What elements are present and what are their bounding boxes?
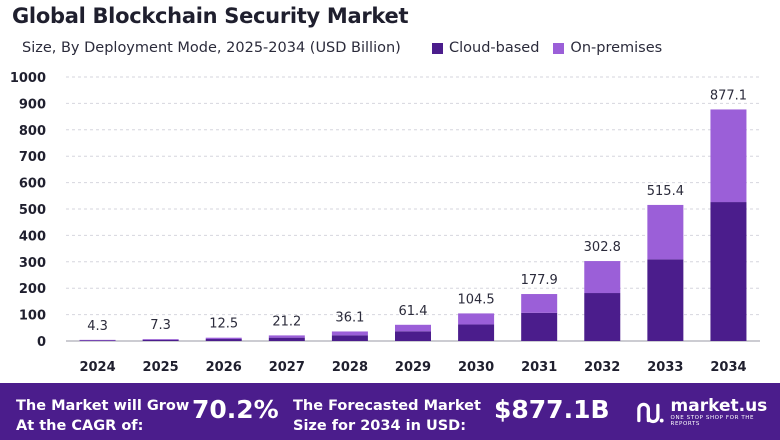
- bar-onprem-2031: [521, 294, 558, 313]
- legend-swatch-onprem: [553, 42, 565, 54]
- data-label-2028: 36.1: [335, 310, 364, 325]
- x-tick-label-2029: 2029: [395, 360, 431, 375]
- bar-cloud-2028: [331, 335, 368, 341]
- legend-label-cloud: Cloud-based: [449, 40, 540, 56]
- footer-banner: The Market will Grow At the CAGR of: 70.…: [0, 383, 780, 440]
- data-label-2025: 7.3: [150, 318, 171, 333]
- bar-cloud-2026: [205, 339, 242, 341]
- bar-onprem-2027: [268, 335, 305, 338]
- bar-onprem-2033: [647, 204, 684, 260]
- x-tick-label-2028: 2028: [332, 360, 368, 375]
- bar-cloud-2034: [710, 202, 747, 341]
- forecast-label: The Forecasted Market Size for 2034 in U…: [293, 396, 481, 436]
- x-tick-label-2024: 2024: [79, 360, 115, 375]
- bar-cloud-2030: [458, 324, 495, 341]
- y-tick-label-800: 800: [19, 124, 46, 139]
- x-tick-label-2025: 2025: [143, 360, 179, 375]
- legend-item-onprem: On-premises: [553, 40, 662, 56]
- cagr-label-line1: The Market will Grow: [16, 398, 190, 414]
- data-label-2024: 4.3: [87, 319, 108, 334]
- legend-item-cloud: Cloud-based: [432, 40, 539, 56]
- bar-cloud-2031: [521, 312, 558, 341]
- chart-subtitle: Size, By Deployment Mode, 2025-2034 (USD…: [22, 40, 401, 56]
- bar-onprem-2029: [395, 324, 431, 332]
- bar-onprem-2032: [584, 261, 621, 294]
- y-tick-label-300: 300: [19, 256, 46, 271]
- y-tick-label-400: 400: [19, 229, 46, 244]
- bar-cloud-2024: [79, 340, 116, 341]
- brand-tagline: ONE STOP SHOP FOR THE REPORTS: [670, 415, 755, 427]
- data-label-2027: 21.2: [272, 314, 301, 329]
- bar-cloud-2025: [142, 339, 179, 341]
- cagr-value: 70.2%: [192, 395, 279, 424]
- cagr-label: The Market will Grow At the CAGR of:: [16, 396, 189, 436]
- y-tick-label-1000: 1000: [10, 71, 46, 86]
- x-tick-label-2026: 2026: [206, 360, 242, 375]
- x-tick-label-2034: 2034: [710, 360, 746, 375]
- legend-label-onprem: On-premises: [570, 40, 663, 56]
- bar-onprem-2028: [331, 331, 368, 336]
- market-us-logo-icon: [637, 402, 664, 424]
- y-tick-label-200: 200: [19, 282, 46, 297]
- data-label-2033: 515.4: [647, 184, 684, 199]
- data-label-2031: 177.9: [521, 273, 558, 288]
- chart-title: Global Blockchain Security Market: [12, 4, 409, 28]
- legend: Cloud-based On-premises: [432, 40, 676, 56]
- y-tick-label-900: 900: [19, 97, 46, 112]
- brand-logo[interactable]: market.us ONE STOP SHOP FOR THE REPORTS: [636, 397, 780, 427]
- data-label-2026: 12.5: [209, 317, 238, 332]
- x-tick-label-2032: 2032: [584, 360, 620, 375]
- forecast-label-line1: The Forecasted Market: [293, 398, 481, 414]
- data-label-2034: 877.1: [710, 88, 747, 103]
- x-tick-label-2033: 2033: [647, 360, 683, 375]
- legend-swatch-cloud: [432, 42, 443, 54]
- data-label-2029: 61.4: [399, 304, 428, 319]
- data-label-2030: 104.5: [457, 292, 494, 307]
- y-tick-label-600: 600: [19, 177, 46, 192]
- y-tick-label-700: 700: [19, 150, 46, 165]
- x-tick-label-2031: 2031: [521, 360, 557, 375]
- bar-cloud-2029: [395, 331, 431, 341]
- bar-cloud-2032: [584, 293, 621, 341]
- bar-onprem-2024: [79, 339, 116, 341]
- x-tick-label-2027: 2027: [269, 360, 305, 375]
- y-tick-label-100: 100: [19, 309, 46, 324]
- bar-onprem-2030: [458, 313, 495, 325]
- bar-onprem-2025: [142, 339, 179, 340]
- y-tick-label-0: 0: [37, 335, 46, 350]
- forecast-value: $877.1B: [494, 395, 610, 424]
- bar-cloud-2033: [647, 259, 684, 341]
- y-tick-label-500: 500: [19, 203, 46, 218]
- brand-name: market.us: [670, 396, 768, 416]
- bar-onprem-2026: [205, 337, 242, 340]
- bar-onprem-2034: [710, 109, 747, 203]
- bar-cloud-2027: [268, 337, 305, 341]
- forecast-label-line2: Size for 2034 in USD:: [293, 418, 467, 434]
- data-label-2032: 302.8: [584, 240, 621, 255]
- cagr-label-line2: At the CAGR of:: [16, 418, 144, 434]
- bar-chart: 0 100 200 300 400 500 600 700 800 900 1000 4.3 2024 7…: [10, 71, 760, 375]
- x-tick-label-2030: 2030: [458, 360, 494, 375]
